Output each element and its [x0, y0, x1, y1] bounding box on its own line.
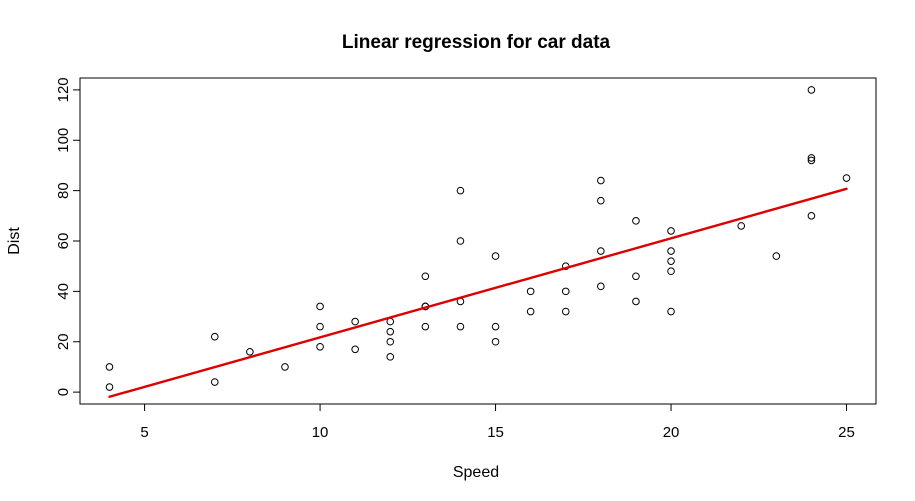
data-point	[597, 176, 605, 185]
y-tick-label: 20	[55, 333, 72, 350]
x-axis: 5 10 15 20 25	[140, 403, 855, 441]
data-point	[667, 227, 675, 235]
data-point	[456, 186, 465, 195]
data-point	[807, 154, 816, 162]
data-point	[316, 342, 324, 351]
data-point	[526, 287, 535, 296]
y-tick-label: 80	[55, 182, 72, 199]
data-point	[737, 222, 746, 230]
data-point	[351, 317, 359, 326]
data-point	[386, 327, 395, 336]
data-point	[491, 322, 500, 331]
data-point	[561, 307, 570, 316]
data-point	[456, 237, 465, 245]
data-point	[632, 217, 640, 225]
data-point	[105, 383, 114, 391]
data-point	[491, 252, 500, 260]
y-tick-label: 60	[55, 233, 72, 250]
data-point	[842, 174, 851, 182]
data-point	[807, 212, 816, 220]
x-tick-label: 15	[487, 424, 504, 441]
x-tick-label: 5	[140, 424, 148, 441]
regression-line	[108, 187, 848, 398]
data-point	[421, 322, 430, 331]
data-point	[246, 348, 254, 356]
data-point	[316, 302, 324, 311]
data-point	[667, 307, 675, 316]
y-tick-label: 100	[55, 128, 72, 153]
data-point	[456, 322, 465, 331]
y-axis: 0 20 40 60 80 100 120	[55, 77, 81, 396]
data-point	[316, 322, 324, 331]
data-point	[386, 337, 395, 346]
data-point	[351, 345, 359, 354]
data-points	[105, 86, 851, 391]
data-point	[421, 272, 430, 281]
data-point	[597, 282, 605, 291]
data-point	[632, 272, 640, 281]
y-tick-label: 0	[55, 388, 72, 396]
data-point	[105, 363, 114, 371]
x-tick-label: 10	[312, 424, 329, 441]
chart-title: Linear regression for car data	[342, 32, 611, 53]
data-point	[807, 86, 816, 94]
data-point	[667, 257, 675, 265]
data-point	[667, 267, 675, 276]
y-axis-label: Dist	[6, 227, 23, 255]
y-tick-label: 120	[55, 77, 72, 102]
data-point	[210, 332, 219, 341]
regression-line-group	[108, 187, 848, 398]
x-axis-label: Speed	[453, 464, 499, 481]
data-point	[561, 287, 570, 296]
data-point	[281, 363, 289, 371]
data-point	[772, 252, 781, 260]
data-point	[491, 337, 500, 346]
data-point	[386, 353, 395, 361]
x-tick-label: 20	[663, 424, 680, 441]
data-point	[807, 156, 816, 165]
y-tick-label: 40	[55, 283, 72, 300]
data-point	[632, 297, 640, 306]
data-point	[597, 196, 605, 205]
data-point	[210, 378, 219, 386]
data-point	[667, 247, 675, 255]
data-point	[597, 247, 605, 255]
x-tick-label: 25	[838, 424, 855, 441]
plot-frame	[79, 77, 877, 405]
data-point	[526, 307, 535, 316]
